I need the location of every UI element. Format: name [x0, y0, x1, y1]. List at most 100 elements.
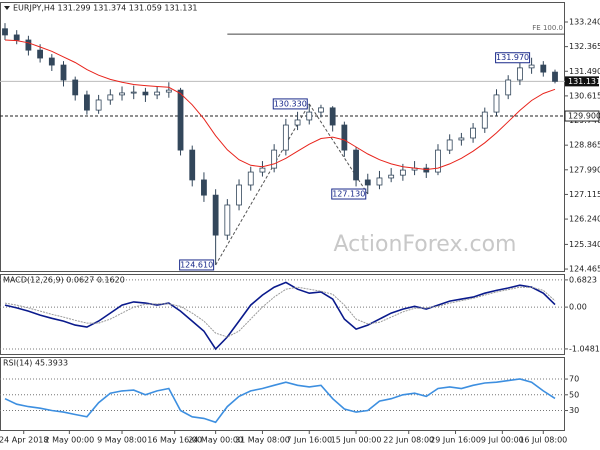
- y-tick-label: 127.115: [569, 190, 600, 199]
- candle-body: [282, 124, 289, 151]
- candle-body: [516, 67, 523, 81]
- panel-frame: [0, 357, 565, 431]
- candle-body: [25, 39, 32, 51]
- candle-body: [201, 179, 207, 196]
- candle-body: [446, 139, 453, 151]
- x-tick-label: 24 May 00:00: [188, 436, 243, 445]
- candle-body: [470, 127, 476, 139]
- candle-body: [130, 91, 137, 94]
- candle-body: [318, 107, 324, 113]
- candle-body: [13, 34, 20, 41]
- fe-label: FE 100.0: [532, 24, 563, 32]
- y-tick-label: 124.465: [569, 265, 600, 274]
- candle-body: [37, 49, 44, 59]
- x-tick-label: 16 May 16:00: [147, 436, 202, 445]
- candle-body: [165, 89, 172, 93]
- candle-body: [376, 177, 383, 186]
- candle-body: [189, 149, 196, 181]
- y-tick-label: 126.240: [569, 215, 600, 224]
- y-tick-label: 125.340: [569, 240, 600, 249]
- y-tick-label: 0.6823: [569, 275, 597, 284]
- candle-body: [481, 111, 488, 129]
- y-tick-label: 0.00: [569, 303, 587, 312]
- candle-body: [259, 167, 266, 173]
- y-tick-label: 127.990: [569, 165, 600, 174]
- last-price-label: 131.131: [568, 77, 600, 86]
- pattern-line: [308, 103, 369, 195]
- candle-body: [353, 149, 359, 181]
- candle-body: [271, 149, 278, 169]
- candle-body: [294, 119, 301, 126]
- y-tick-label: 131.490: [569, 67, 600, 76]
- candle-body: [306, 111, 313, 121]
- price-annotation: 130.330: [274, 99, 307, 108]
- y-tick-label: -1.0481: [569, 344, 600, 353]
- candle-body: [212, 194, 219, 236]
- x-tick-label: 22 Jun 08:00: [383, 436, 434, 445]
- panel-frame: [0, 274, 565, 355]
- price-annotation: 124.610: [180, 260, 213, 269]
- x-tick-label: 7 Jun 16:00: [286, 436, 332, 445]
- x-tick-label: 29 Jun 16:00: [430, 436, 481, 445]
- x-tick-label: 31 May 08:00: [235, 436, 290, 445]
- pattern-line: [215, 103, 310, 266]
- price-annotation: 127.130: [332, 190, 365, 199]
- candle-body: [60, 64, 67, 81]
- candle-body: [423, 167, 430, 173]
- candle-body: [505, 79, 512, 96]
- indicator-line: [4, 378, 556, 424]
- candle-body: [364, 179, 371, 186]
- candle-body: [552, 71, 558, 82]
- x-tick-label: 15 Jun 00:00: [331, 436, 382, 445]
- candle-body: [493, 94, 500, 113]
- price-annotation-box: [179, 259, 215, 271]
- candle-body: [154, 91, 161, 96]
- candle-body: [72, 79, 79, 96]
- symbol-menu-icon: [4, 6, 10, 10]
- y-tick-label: 30: [569, 406, 579, 415]
- candle-body: [236, 184, 242, 206]
- panel-frame: [0, 2, 565, 272]
- x-tick-label: 9 May 08:00: [97, 436, 147, 445]
- x-tick-label: 9 Jul 00:00: [481, 436, 524, 445]
- candle-body: [119, 92, 125, 96]
- watermark: ActionForex.com: [334, 232, 517, 257]
- indicator-line: [4, 286, 556, 338]
- y-tick-label: 132.365: [569, 42, 600, 51]
- y-tick-label: 130.615: [569, 91, 600, 100]
- candle-body: [142, 91, 149, 96]
- candle-body: [329, 107, 336, 126]
- level-label: 129.900: [568, 112, 600, 121]
- y-tick-label: 50: [569, 390, 579, 399]
- x-tick-label: 2 May 00:00: [44, 436, 94, 445]
- candle-body: [84, 94, 90, 111]
- last-price-tag: [565, 76, 599, 87]
- price-annotation-box: [331, 188, 367, 200]
- candle-body: [399, 169, 406, 176]
- candle-body: [435, 149, 441, 173]
- y-tick-label: 128.865: [569, 141, 600, 150]
- candle-body: [48, 57, 55, 66]
- candle-body: [458, 137, 465, 141]
- panel-title: RSI(14) 45.3933: [3, 359, 68, 368]
- candle-body: [528, 64, 535, 69]
- level-tag: [564, 110, 600, 122]
- candle-body: [95, 99, 102, 111]
- panel-title: MACD(12,26,9) 0.0627 0.1620: [3, 276, 125, 285]
- indicator-line: [4, 281, 556, 351]
- candle-body: [224, 204, 231, 236]
- candle-body: [341, 124, 348, 151]
- candle-body: [388, 174, 395, 179]
- y-tick-label: 70: [569, 375, 579, 384]
- x-tick-label: 24 Apr 2018: [0, 436, 48, 445]
- x-tick-label: 16 Jul 08:00: [519, 436, 567, 445]
- moving-average: [4, 39, 556, 171]
- candle-body: [107, 94, 114, 101]
- price-annotation-box: [495, 52, 531, 64]
- y-tick-label: 133.240: [569, 17, 600, 26]
- candle-body: [2, 28, 8, 36]
- candle-body: [540, 64, 547, 73]
- candle-body: [247, 171, 254, 186]
